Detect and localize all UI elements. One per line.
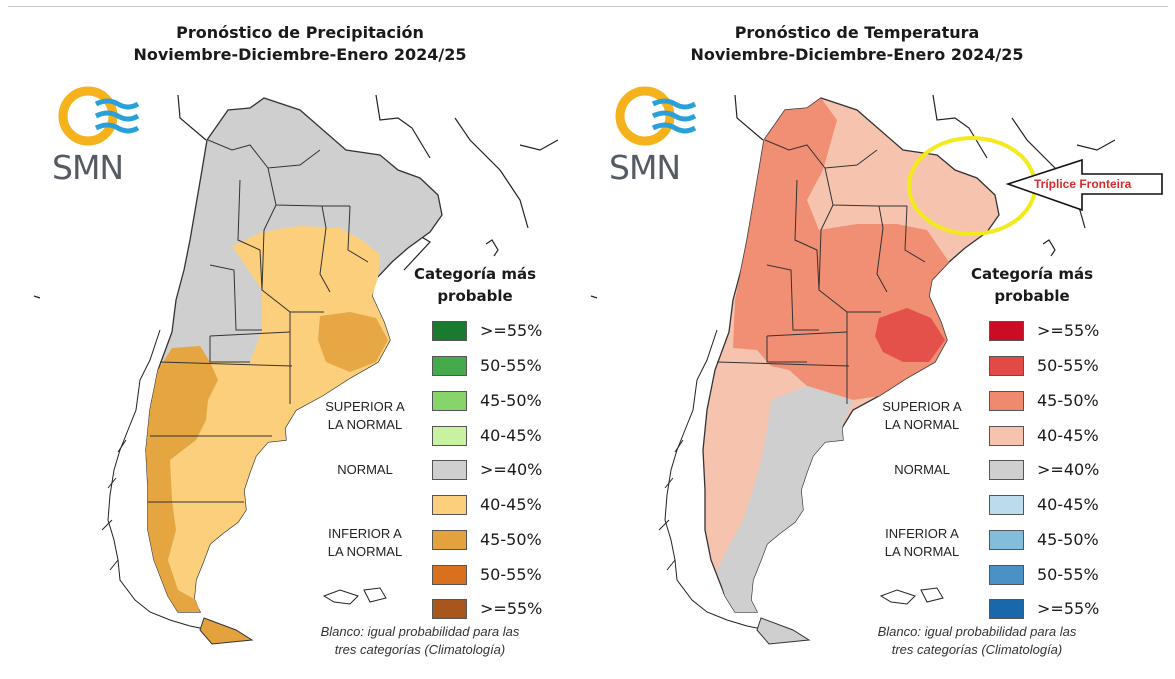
legend-swatch [432,530,467,550]
chile-coastline [101,329,211,631]
group-label-line: INFERIOR A [885,526,959,541]
group-label-superior: SUPERIOR A LA NORMAL [857,398,987,434]
group-label-line: LA NORMAL [884,417,960,432]
legend-swatch [432,565,467,585]
temperature-legend-title: Categoría más probable [952,263,1112,307]
below-normal-strong-region-east [318,312,388,372]
legend-label: >=55% [480,599,543,618]
legend-label: 40-45% [1037,426,1099,445]
temperature-map [590,94,1116,645]
group-label-line: LA NORMAL [327,417,403,432]
legend-label: 50-55% [480,565,542,584]
normal-region-south [717,386,853,612]
legend-swatch [989,530,1024,550]
group-label-normal: NORMAL [300,461,430,479]
legend-label: 40-45% [480,495,542,514]
precipitation-title: Pronóstico de Precipitación Noviembre-Di… [40,22,560,66]
legend-label: >=40% [480,460,543,479]
legend-swatch [989,321,1024,341]
legend-label: >=55% [1037,321,1100,340]
group-label-inferior: INFERIOR A LA NORMAL [857,525,987,561]
neighbor-borders [33,94,559,299]
precipitation-map [33,94,559,645]
legend-swatch [432,460,467,480]
legend-label: 40-45% [1037,495,1099,514]
legend-label: 50-55% [480,356,542,375]
below-normal-strong-region-south [146,346,218,612]
legend-label: 45-50% [1037,391,1099,410]
group-label-line: SUPERIOR A [325,399,405,414]
legend-label: 45-50% [480,530,542,549]
legend-title-line2: probable [994,287,1070,305]
above-normal-very-strong-region [875,308,945,362]
precipitation-title-line2: Noviembre-Diciembre-Enero 2024/25 [133,45,467,64]
province-borders [148,139,369,503]
legend-swatch [432,495,467,515]
legend-title-line2: probable [437,287,513,305]
legend-swatch [432,321,467,341]
group-label-line: INFERIOR A [328,526,402,541]
temperature-panel: Pronóstico de Temperatura Noviembre-Dici… [557,0,1117,679]
footnote-line: Blanco: igual probabilidad para las [320,624,520,639]
callout-arrow [1005,158,1163,212]
legend-label: 40-45% [480,426,542,445]
smn-logo-mark [58,86,140,146]
smn-logo-text: SMN [609,148,681,187]
legend-swatch [989,599,1024,619]
malvinas-islands [879,587,944,605]
legend-label: >=55% [480,321,543,340]
precipitation-panel: Pronóstico de Precipitación Noviembre-Di… [0,0,560,679]
smn-logo-mark [615,86,697,146]
group-label-superior: SUPERIOR A LA NORMAL [300,398,430,434]
triple-frontier-label: Tríplice Fronteira [1034,177,1132,191]
group-label-line: LA NORMAL [327,544,403,559]
chile-coastline [658,329,768,631]
group-label-line: NORMAL [337,462,393,477]
province-borders [716,139,926,404]
legend-swatch [989,356,1024,376]
legend-swatch [989,495,1024,515]
legend-label: 50-55% [1037,356,1099,375]
temperature-title-line2: Noviembre-Diciembre-Enero 2024/25 [690,45,1024,64]
footnote-line: Blanco: igual probabilidad para las [877,624,1077,639]
smn-logo-text: SMN [52,148,124,187]
legend-swatch [432,391,467,411]
temperature-title: Pronóstico de Temperatura Noviembre-Dici… [597,22,1117,66]
footnote-line: tres categorías (Climatología) [334,642,506,657]
malvinas-islands [322,587,387,605]
legend-label: 50-55% [1037,565,1099,584]
legend-label: >=55% [1037,599,1100,618]
smn-logo: SMN [609,86,699,196]
legend-swatch [989,565,1024,585]
legend-swatch [432,356,467,376]
tierra-del-fuego [199,617,254,645]
smn-logo: SMN [52,86,142,196]
group-label-line: SUPERIOR A [882,399,962,414]
tierra-del-fuego [756,617,811,645]
legend-swatch [432,426,467,446]
temperature-footnote: Blanco: igual probabilidad para las tres… [842,623,1112,659]
group-label-line: NORMAL [894,462,950,477]
temperature-title-line1: Pronóstico de Temperatura [734,23,980,42]
legend-label: >=40% [1037,460,1100,479]
legend-swatch [432,599,467,619]
precipitation-legend-title: Categoría más probable [395,263,555,307]
legend-label: 45-50% [480,391,542,410]
group-label-normal: NORMAL [857,461,987,479]
legend-swatch [989,391,1024,411]
legend-title-line1: Categoría más [970,265,1094,283]
precipitation-title-line1: Pronóstico de Precipitación [176,23,424,42]
legend-title-line1: Categoría más [413,265,537,283]
group-label-line: LA NORMAL [884,544,960,559]
group-label-inferior: INFERIOR A LA NORMAL [300,525,430,561]
legend-label: 45-50% [1037,530,1099,549]
legend-swatch [989,460,1024,480]
footnote-line: tres categorías (Climatología) [891,642,1063,657]
top-rule [8,6,1168,7]
legend-swatch [989,426,1024,446]
precipitation-footnote: Blanco: igual probabilidad para las tres… [285,623,555,659]
